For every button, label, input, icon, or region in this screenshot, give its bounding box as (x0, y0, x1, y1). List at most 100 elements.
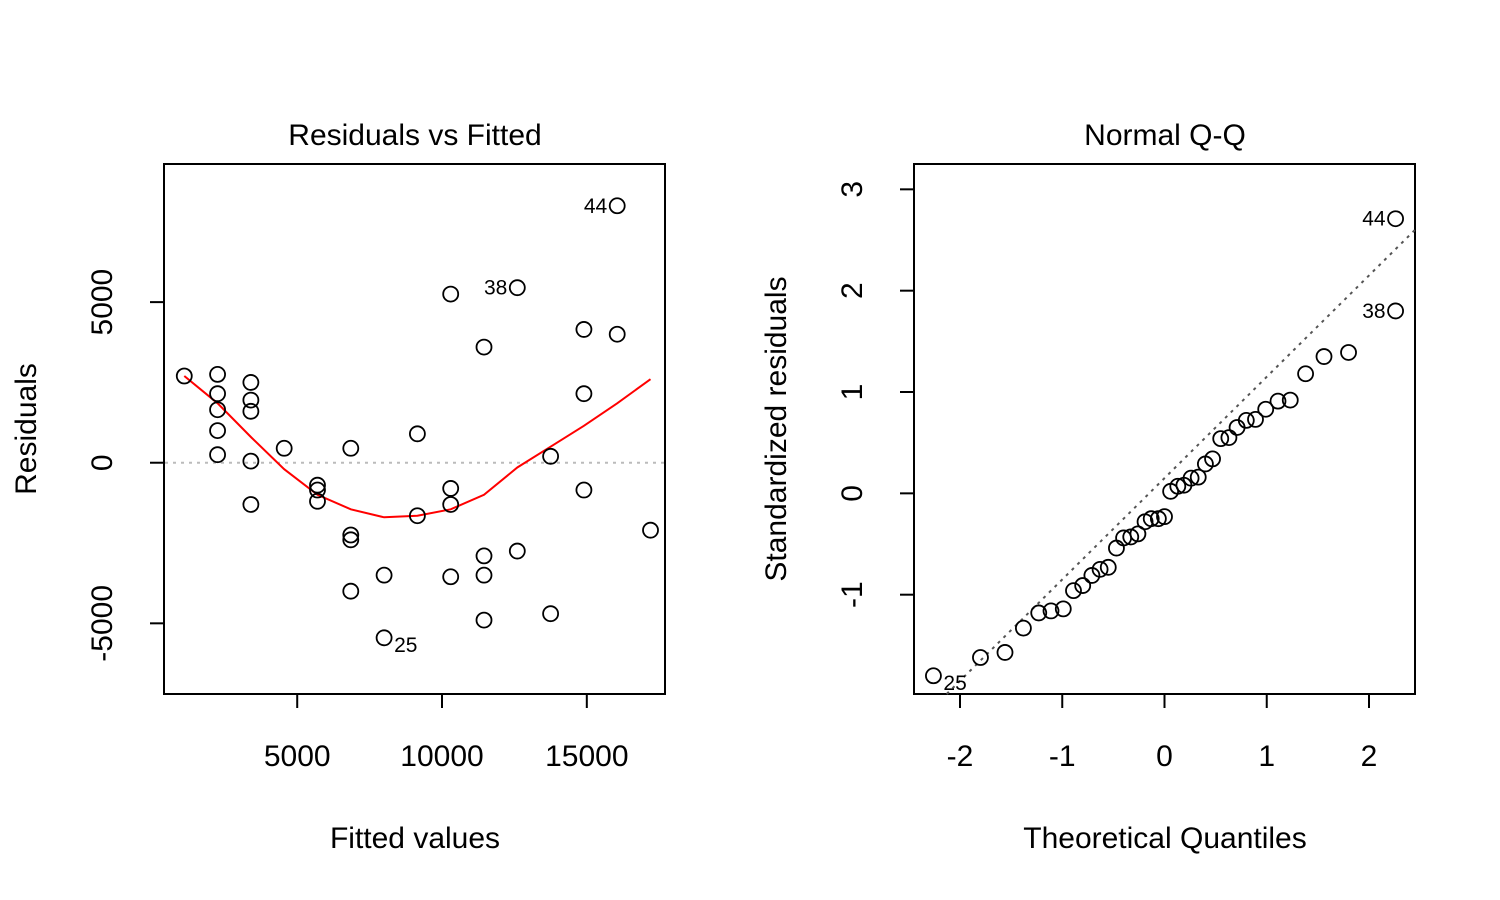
rvf-data-point (442, 480, 460, 497)
rvf-data-point (309, 492, 326, 510)
rvf-y-tick-label: -5000 (86, 585, 119, 662)
rvf-x-tick-label: 5000 (264, 740, 331, 773)
qq-data-point (1269, 392, 1287, 410)
qq-data-point (1054, 600, 1072, 618)
rvf-data-point (209, 385, 226, 403)
rvf-data-point (442, 568, 460, 586)
rvf-plot-frame (163, 163, 666, 695)
qq-y-tick-label: 3 (836, 181, 869, 198)
rvf-point-label: 44 (584, 195, 608, 218)
normal-qq-xlabel: Theoretical Quantiles (1023, 822, 1306, 855)
rvf-y-tick-label: 5000 (86, 269, 119, 336)
rvf-data-point (375, 566, 393, 584)
rvf-point-label: 25 (394, 634, 417, 657)
qq-data-point (1204, 450, 1221, 468)
rvf-data-point (475, 547, 493, 565)
qq-point-label: 25 (943, 672, 966, 695)
qq-point-label: 44 (1362, 208, 1386, 231)
qq-data-point (1257, 400, 1275, 418)
rvf-data-point (342, 526, 360, 544)
rvf-data-point (408, 425, 426, 443)
qq-data-point (1281, 391, 1299, 409)
rvf-data-point (508, 279, 526, 297)
qq-data-point (1142, 510, 1160, 528)
residuals-vs-fitted-ylabel: Residuals (10, 363, 43, 495)
qq-y-tick-label: 0 (836, 485, 869, 502)
rvf-data-point (542, 605, 560, 623)
qq-data-point (1182, 469, 1200, 487)
rvf-data-point (209, 422, 226, 440)
rvf-data-point (342, 531, 360, 549)
qq-data-point (1042, 602, 1060, 620)
rvf-data-point (575, 385, 593, 403)
qq-data-point (925, 667, 942, 685)
rvf-data-point (209, 365, 226, 383)
qq-data-point (1247, 410, 1264, 428)
qq-data-point (1212, 430, 1230, 448)
qq-y-tick-label: -1 (836, 581, 869, 608)
rvf-data-point (342, 439, 360, 457)
normal-qq-title: Normal Q-Q (1084, 119, 1246, 152)
qq-x-tick-label: 1 (1258, 740, 1275, 773)
qq-x-tick-label: 0 (1156, 740, 1173, 773)
rvf-x-tick-label: 15000 (545, 740, 628, 773)
qq-data-point (1387, 210, 1404, 228)
qq-data-point (1156, 508, 1173, 526)
qq-data-point (1315, 348, 1333, 365)
qq-data-point (996, 644, 1014, 661)
qq-data-point (1220, 429, 1238, 447)
rvf-data-point (542, 447, 560, 465)
qq-data-point (1015, 619, 1032, 637)
qq-data-point (1108, 539, 1125, 557)
rvf-data-point (508, 542, 526, 560)
qq-data-point (1129, 525, 1147, 543)
normal-qq-panel: Normal Q-Q Theoretical Quantiles Standar… (760, 119, 1416, 855)
qq-data-point (1099, 558, 1117, 576)
qq-y-tick-label: 2 (836, 282, 869, 299)
qq-plot-frame (913, 163, 1416, 695)
rvf-data-point (342, 582, 360, 600)
qq-data-point (1237, 411, 1255, 429)
qq-x-tick-label: -2 (947, 740, 974, 773)
rvf-data-point (309, 481, 326, 499)
residuals-vs-fitted-panel: Residuals vs Fitted Fitted values Residu… (10, 119, 666, 855)
rvf-data-point (209, 401, 226, 419)
rvf-data-point (575, 481, 593, 499)
rvf-data-point (242, 496, 260, 513)
rvf-smooth-line (183, 375, 652, 519)
rvf-data-point (575, 321, 593, 338)
rvf-data-point (442, 496, 460, 513)
rvf-data-point (242, 402, 260, 420)
normal-qq-ylabel: Standardized residuals (760, 276, 793, 581)
rvf-data-point (475, 611, 493, 629)
rvf-data-point (608, 197, 626, 215)
qq-data-point (972, 649, 989, 666)
rvf-data-point (242, 374, 260, 391)
qq-data-point (1122, 528, 1140, 546)
qq-data-point (1030, 604, 1048, 622)
qq-data-point (1189, 468, 1207, 486)
rvf-data-point (475, 566, 493, 584)
qq-reference-line (946, 229, 1416, 695)
rvf-data-point (408, 507, 426, 525)
rvf-data-point (242, 391, 260, 409)
qq-data-point (1297, 365, 1314, 383)
qq-data-point (1091, 560, 1109, 578)
qq-data-point (1169, 477, 1187, 495)
rvf-x-tick-label: 10000 (400, 740, 483, 773)
qq-data-point (1340, 344, 1357, 361)
rvf-data-point (175, 367, 193, 385)
rvf-data-point (475, 338, 493, 356)
rvf-data-point (242, 452, 260, 470)
rvf-data-point (309, 476, 326, 494)
qq-x-tick-label: 2 (1361, 740, 1378, 773)
qq-data-point (1387, 302, 1404, 320)
rvf-data-point (275, 439, 293, 457)
rvf-data-point (608, 325, 626, 343)
qq-data-point (1074, 577, 1092, 594)
rvf-data-point (209, 446, 226, 464)
residuals-vs-fitted-title: Residuals vs Fitted (288, 119, 541, 152)
residuals-vs-fitted-xlabel: Fitted values (330, 822, 500, 855)
qq-data-point (1065, 582, 1082, 600)
